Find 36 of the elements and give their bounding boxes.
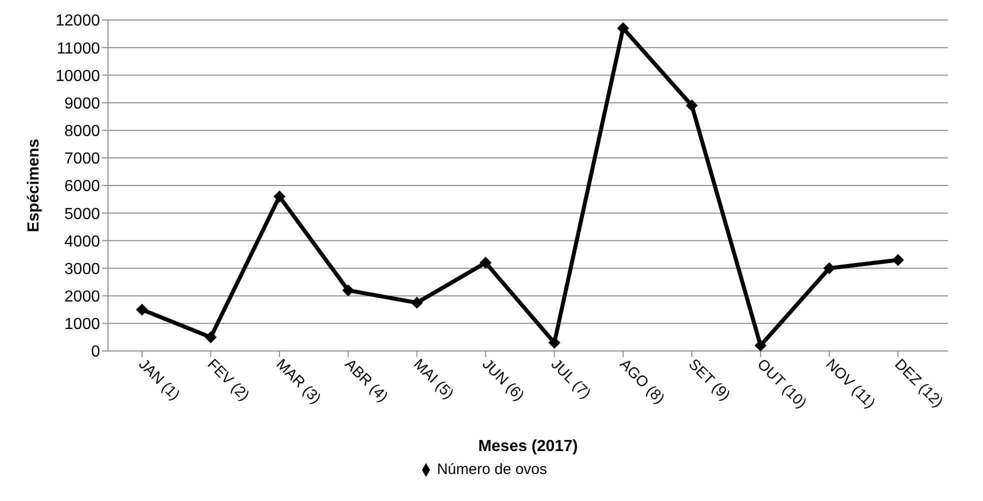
x-tick-label: SET (9)	[684, 356, 734, 404]
point	[342, 284, 354, 296]
x-tick-label: OUT (10)	[754, 356, 810, 412]
x-tick-label: JAN (1)	[135, 356, 184, 404]
point	[273, 190, 286, 203]
y-axis-title: Espécimens	[26, 138, 43, 232]
x-tick-label: ABR (4)	[341, 356, 392, 406]
x-axis-title: Meses (2017)	[478, 438, 578, 455]
y-tick-label: 2000	[64, 288, 100, 306]
y-tick-label: 1000	[64, 316, 100, 334]
legend-label: Número de ovos	[436, 461, 548, 478]
point	[204, 331, 217, 344]
point	[136, 304, 148, 316]
y-tick-label: 10000	[56, 68, 100, 85]
point	[480, 256, 492, 269]
point	[410, 296, 423, 309]
y-tick-label: 3000	[64, 260, 100, 278]
point	[617, 22, 630, 34]
point	[754, 339, 767, 351]
y-tick-label: 11000	[56, 40, 100, 58]
y-tick-label: 12000	[56, 12, 100, 30]
y-tick-label: 0	[91, 344, 100, 361]
x-tick-label: FEV (2)	[204, 356, 252, 404]
point	[892, 254, 904, 266]
y-tick-label: 4000	[64, 233, 100, 250]
y-tick-label: 8000	[64, 123, 100, 140]
y-tick-label: 7000	[64, 150, 100, 168]
y-tick-label: 9000	[64, 95, 100, 112]
y-tick-label: 6000	[64, 178, 100, 196]
x-tick-label: JUL (7)	[548, 356, 594, 402]
point	[823, 262, 836, 274]
point	[686, 100, 698, 112]
y-tick-label: 5000	[64, 206, 100, 223]
x-tick-label: MAI (5)	[410, 356, 457, 403]
point	[548, 336, 560, 349]
x-tick-label: JUN (6)	[478, 356, 528, 404]
